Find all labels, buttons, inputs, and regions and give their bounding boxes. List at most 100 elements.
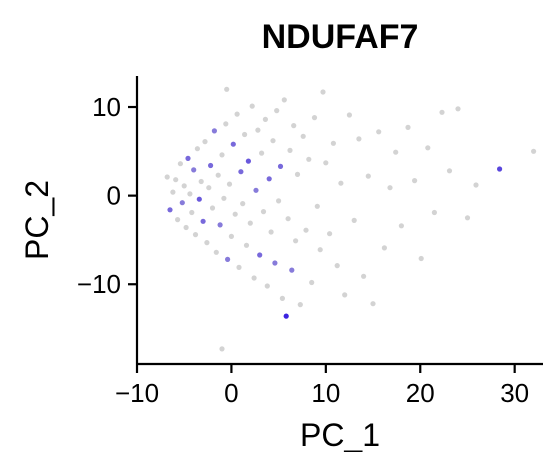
data-point: [300, 133, 306, 139]
data-point: [249, 103, 255, 109]
data-point: [342, 292, 348, 298]
data-point: [279, 295, 285, 301]
chart-title: NDUFAF7: [262, 18, 419, 56]
data-point: [446, 168, 453, 174]
data-point: [208, 162, 214, 169]
data-point: [173, 177, 179, 183]
data-point: [200, 218, 206, 224]
data-point: [272, 260, 278, 266]
data-point: [230, 141, 236, 147]
data-point: [289, 267, 295, 273]
data-point: [245, 158, 251, 164]
data-point: [242, 131, 248, 138]
data-point: [398, 223, 404, 229]
data-point: [196, 196, 202, 202]
data-point: [393, 149, 399, 155]
data-point: [264, 283, 270, 289]
data-point: [412, 178, 418, 184]
data-point: [346, 112, 352, 118]
data-point: [164, 174, 170, 180]
data-point: [291, 123, 297, 129]
y-tick-label: 10: [92, 92, 121, 122]
data-point: [170, 189, 176, 195]
data-point: [266, 176, 272, 182]
data-point: [365, 173, 371, 179]
data-point: [405, 124, 411, 130]
data-point: [225, 256, 231, 262]
data-point: [191, 167, 197, 173]
data-point: [287, 147, 293, 153]
data-point: [294, 171, 301, 177]
data-point: [370, 301, 376, 307]
data-point: [183, 224, 189, 231]
data-point: [187, 191, 193, 197]
data-point: [473, 182, 479, 188]
x-tick-label: 20: [406, 378, 435, 408]
data-point: [243, 242, 250, 248]
data-point: [320, 89, 326, 95]
data-point: [179, 200, 185, 206]
data-point: [226, 181, 233, 187]
data-point: [418, 255, 424, 262]
data-point: [260, 209, 267, 215]
data-point: [217, 222, 223, 228]
data-point: [232, 211, 238, 217]
data-point: [223, 121, 229, 127]
data-point: [236, 264, 242, 270]
data-point: [247, 220, 253, 226]
data-point: [270, 138, 276, 144]
data-point: [234, 111, 240, 117]
points-layer: [164, 86, 537, 352]
data-point: [219, 346, 225, 352]
data-point: [251, 275, 257, 281]
y-axis-label: PC_2: [19, 180, 55, 260]
data-point: [257, 252, 263, 258]
data-point: [177, 161, 183, 167]
x-axis-label: PC_1: [300, 417, 380, 452]
data-point: [274, 108, 280, 114]
data-point: [309, 279, 315, 286]
data-point: [306, 156, 312, 162]
data-point: [334, 263, 340, 269]
data-point: [464, 215, 471, 221]
data-point: [303, 227, 309, 233]
data-point: [204, 240, 210, 246]
data-point: [439, 109, 445, 115]
data-point: [224, 86, 230, 92]
data-point: [387, 185, 393, 191]
data-point: [192, 232, 199, 238]
data-point: [327, 231, 333, 237]
x-ticks: −10 0 10 20 30: [115, 364, 529, 408]
y-tick-label: −10: [77, 269, 121, 299]
data-point: [211, 128, 217, 134]
data-point: [431, 209, 437, 216]
data-point: [185, 155, 191, 161]
data-point: [283, 313, 289, 319]
data-point: [317, 247, 323, 253]
data-point: [253, 187, 259, 193]
data-point: [356, 136, 362, 142]
x-tick-label: 0: [224, 378, 238, 408]
data-point: [455, 106, 461, 112]
data-point: [181, 183, 187, 189]
data-point: [330, 140, 336, 146]
data-point: [167, 207, 173, 213]
data-point: [206, 185, 212, 191]
data-point: [277, 163, 284, 169]
data-point: [255, 127, 261, 133]
data-point: [262, 116, 268, 122]
data-point: [189, 209, 195, 216]
data-point: [311, 115, 318, 121]
data-point: [175, 217, 181, 223]
data-point: [497, 166, 503, 172]
data-point: [314, 203, 320, 209]
data-point: [361, 273, 367, 279]
data-point: [285, 216, 291, 222]
data-point: [268, 229, 274, 235]
data-point: [281, 97, 287, 103]
y-ticks: 10 0 −10: [77, 92, 137, 299]
data-point: [194, 146, 200, 152]
data-point: [198, 178, 204, 185]
y-tick-label: 0: [107, 181, 121, 211]
